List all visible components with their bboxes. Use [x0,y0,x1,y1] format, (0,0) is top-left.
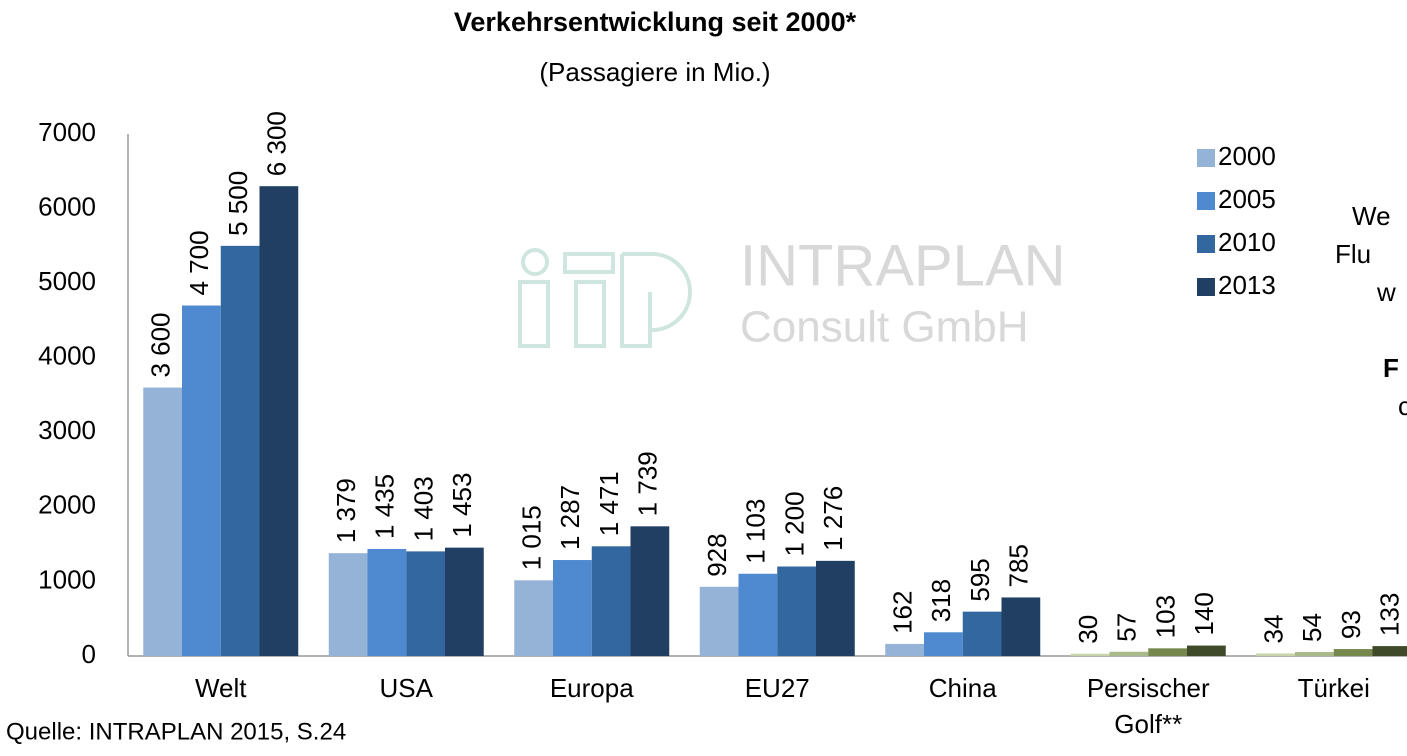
data-label: 1 435 [370,474,400,539]
chart-subtitle: (Passagiere in Mio.) [539,57,770,87]
legend-label: 2005 [1218,184,1276,214]
watermark-text: Consult GmbH [740,303,1029,352]
legend-label: 2000 [1218,141,1276,171]
bar [1187,645,1226,656]
bar [1148,648,1187,656]
data-label: 34 [1259,615,1289,644]
data-label: 57 [1112,613,1142,642]
bar [591,546,631,656]
bar [1256,653,1295,656]
x-tick-label: EU27 [745,673,810,703]
data-label: 1 471 [594,471,624,536]
bar [699,586,739,656]
data-label: 162 [888,591,918,634]
bar [1109,651,1149,656]
bar [777,566,816,656]
x-tick-label: USA [380,673,434,703]
data-label: 103 [1151,595,1181,638]
data-label: 785 [1004,544,1034,587]
watermark-logo [518,248,692,348]
legend-swatch [1197,235,1215,253]
y-tick-label: 6000 [38,191,96,221]
bar [1001,597,1041,656]
bar [885,643,924,656]
data-label: 5 500 [223,171,253,236]
bar [514,580,553,656]
bar [1372,646,1407,656]
data-label: 1 453 [447,473,477,538]
bar [406,551,445,656]
x-tick-label: Türkei [1298,673,1370,703]
bar [630,526,670,656]
source: Quelle: INTRAPLAN 2015, S.24 [6,718,346,745]
data-label: 140 [1189,592,1219,635]
x-tick-label: China [929,673,997,703]
legend-swatch [1197,149,1215,167]
data-label: 133 [1375,593,1405,636]
y-tick-label: 1000 [38,564,96,594]
bar [816,560,855,656]
bar [182,305,221,656]
y-tick-label: 4000 [38,341,96,371]
y-tick-label: 0 [82,639,96,669]
data-label: 6 300 [262,111,292,176]
data-label: 54 [1297,613,1327,642]
bar [1295,651,1334,656]
bar [738,573,778,656]
data-label: 595 [965,558,995,601]
bar [259,186,299,656]
data-label: 928 [702,533,732,576]
data-label: 1 276 [818,486,848,551]
bar [328,553,368,656]
data-label: 1 739 [633,451,663,516]
bar [962,611,1002,656]
data-label: 3 600 [146,312,176,377]
legend-swatch [1197,192,1215,210]
bar [143,387,182,656]
legend-label: 2010 [1218,227,1276,257]
data-label: 30 [1073,615,1103,644]
data-label: 1 200 [780,491,810,556]
bar [924,632,963,656]
data-label: 1 379 [331,478,361,543]
data-label: 93 [1336,610,1366,639]
data-label: 4 700 [184,230,214,295]
side-text: Flu [1335,239,1371,269]
data-label: 1 103 [741,499,771,564]
y-tick-label: 7000 [38,117,96,147]
side-text: c [1398,391,1407,421]
x-tick-label: Persischer Golf** [1087,673,1210,739]
chart-title: Verkehrsentwicklung seit 2000* [454,7,857,37]
bar [367,548,407,656]
side-text: We [1352,201,1391,231]
bar [220,245,260,656]
bar [1070,653,1110,656]
legend-label: 2013 [1218,270,1276,300]
x-tick-label: Europa [550,673,634,703]
x-tick-label: Welt [195,673,247,703]
data-label: 1 403 [409,476,439,541]
y-tick-label: 2000 [38,490,96,520]
bar [445,547,484,656]
data-label: 318 [926,579,956,622]
bar [553,560,592,656]
y-tick-label: 3000 [38,415,96,445]
side-text: F [1383,353,1399,383]
bar [1333,649,1373,656]
data-label: 1 287 [555,485,585,550]
legend-swatch [1197,278,1215,296]
data-label: 1 015 [517,505,547,570]
side-text: w [1376,277,1396,307]
y-tick-label: 5000 [38,266,96,296]
watermark-text: INTRAPLAN [740,233,1066,298]
